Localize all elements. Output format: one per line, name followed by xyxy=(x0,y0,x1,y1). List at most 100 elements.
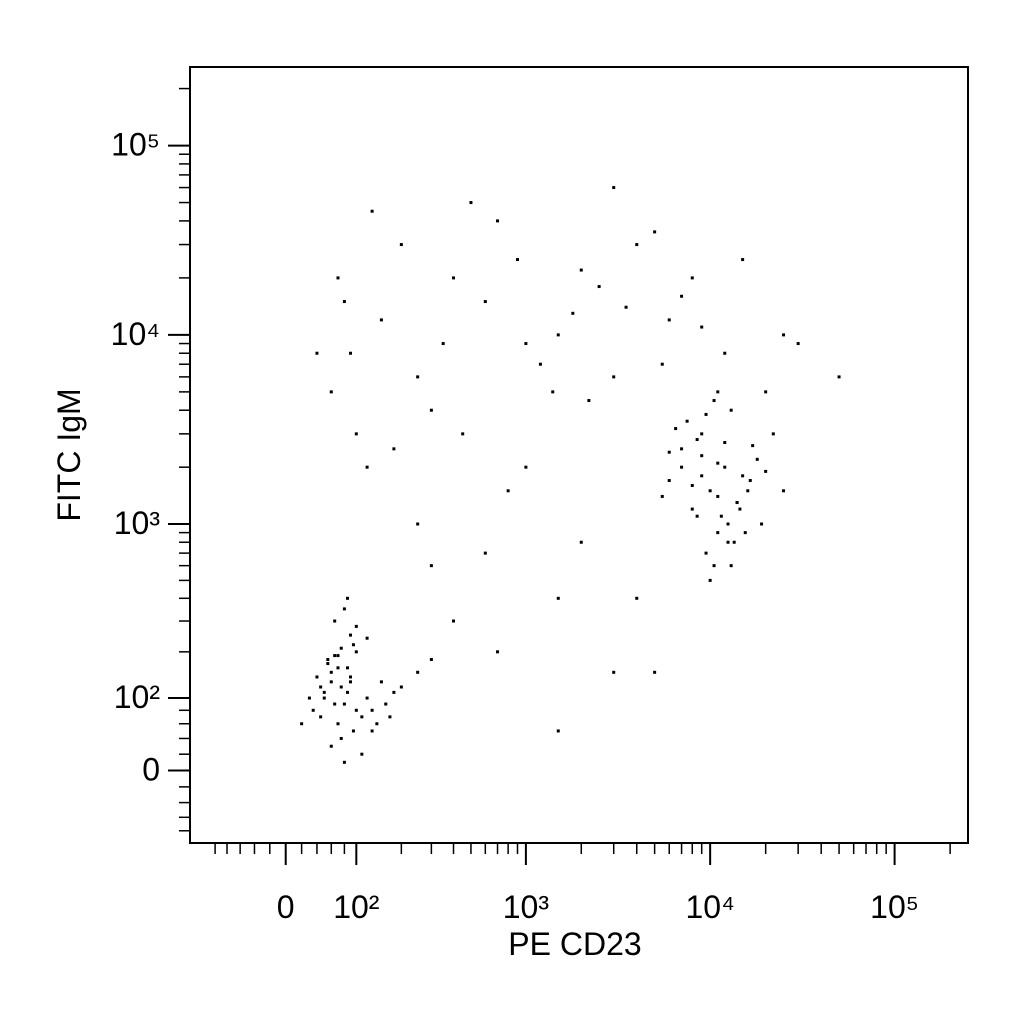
data-point xyxy=(695,438,699,442)
data-point xyxy=(342,607,346,611)
y-tick-label: 10⁵ xyxy=(111,127,160,163)
data-point xyxy=(716,531,720,535)
data-point xyxy=(319,715,323,719)
data-point xyxy=(429,657,433,661)
data-point xyxy=(746,489,750,493)
data-point xyxy=(660,494,664,498)
data-point xyxy=(339,646,343,650)
data-point xyxy=(342,300,346,304)
data-point xyxy=(339,736,343,740)
data-point xyxy=(375,722,379,726)
data-point xyxy=(741,258,745,262)
data-point xyxy=(732,540,736,544)
x-axis-label: PE CD23 xyxy=(508,926,641,962)
data-point xyxy=(416,522,420,526)
data-point xyxy=(360,715,364,719)
data-point xyxy=(483,300,487,304)
data-point xyxy=(556,596,560,600)
data-point xyxy=(551,390,555,394)
data-point xyxy=(764,469,768,473)
data-point xyxy=(336,654,340,658)
data-point xyxy=(319,685,323,689)
data-point xyxy=(416,670,420,674)
data-point xyxy=(726,522,730,526)
data-point xyxy=(506,489,510,493)
data-point xyxy=(712,399,716,403)
data-point xyxy=(690,483,694,487)
data-point xyxy=(354,708,358,712)
data-point xyxy=(379,318,383,322)
data-point xyxy=(315,351,319,355)
data-point xyxy=(452,276,456,280)
data-point xyxy=(748,479,752,483)
data-point xyxy=(729,408,733,412)
data-point xyxy=(365,636,369,640)
data-point xyxy=(704,551,708,555)
data-point xyxy=(416,375,420,379)
data-point xyxy=(370,729,374,733)
data-point xyxy=(704,412,708,416)
data-point xyxy=(333,619,337,623)
data-point xyxy=(342,702,346,706)
data-point xyxy=(751,444,755,448)
data-point xyxy=(349,680,353,684)
x-tick-label: 10³ xyxy=(503,889,550,925)
data-point xyxy=(392,690,396,694)
data-point xyxy=(716,461,720,465)
data-point xyxy=(690,276,694,280)
data-point xyxy=(680,465,684,469)
data-point xyxy=(322,690,326,694)
data-point xyxy=(342,760,346,764)
y-axis-label: FITC IgM xyxy=(51,388,87,521)
data-point xyxy=(587,399,591,403)
plot-frame xyxy=(189,66,969,844)
data-point xyxy=(719,514,723,518)
data-point xyxy=(370,708,374,712)
data-point xyxy=(735,501,739,505)
data-point xyxy=(755,457,759,461)
data-point xyxy=(571,311,575,315)
data-point xyxy=(379,680,383,684)
data-point xyxy=(461,432,465,436)
data-point xyxy=(300,722,304,726)
data-point xyxy=(708,578,712,582)
data-point xyxy=(469,201,473,205)
data-point xyxy=(760,522,764,526)
data-point xyxy=(723,351,727,355)
data-point xyxy=(556,333,560,337)
data-point xyxy=(624,305,628,309)
data-point xyxy=(653,230,657,234)
data-point xyxy=(680,294,684,298)
data-point xyxy=(315,675,319,679)
data-point xyxy=(796,342,800,346)
data-point xyxy=(738,507,742,511)
data-point xyxy=(311,708,315,712)
data-point xyxy=(345,596,349,600)
data-point xyxy=(329,680,333,684)
data-point xyxy=(429,408,433,412)
data-point xyxy=(729,564,733,568)
data-point xyxy=(712,564,716,568)
data-point xyxy=(349,675,353,679)
data-point xyxy=(515,258,519,262)
data-point xyxy=(496,219,500,223)
data-point xyxy=(635,596,639,600)
x-tick-label: 10⁵ xyxy=(870,889,919,925)
data-point xyxy=(764,390,768,394)
data-point xyxy=(700,325,704,329)
data-point xyxy=(700,474,704,478)
data-point xyxy=(708,489,712,493)
data-point xyxy=(635,243,639,247)
data-point xyxy=(667,318,671,322)
data-point xyxy=(329,670,333,674)
data-point xyxy=(351,643,355,647)
data-point xyxy=(556,729,560,733)
data-point xyxy=(345,666,349,670)
data-point xyxy=(392,447,396,451)
y-tick-label: 10⁴ xyxy=(111,316,160,352)
data-point xyxy=(524,465,528,469)
data-point xyxy=(723,441,727,445)
data-point xyxy=(336,666,340,670)
data-point xyxy=(322,696,326,700)
data-point xyxy=(690,507,694,511)
